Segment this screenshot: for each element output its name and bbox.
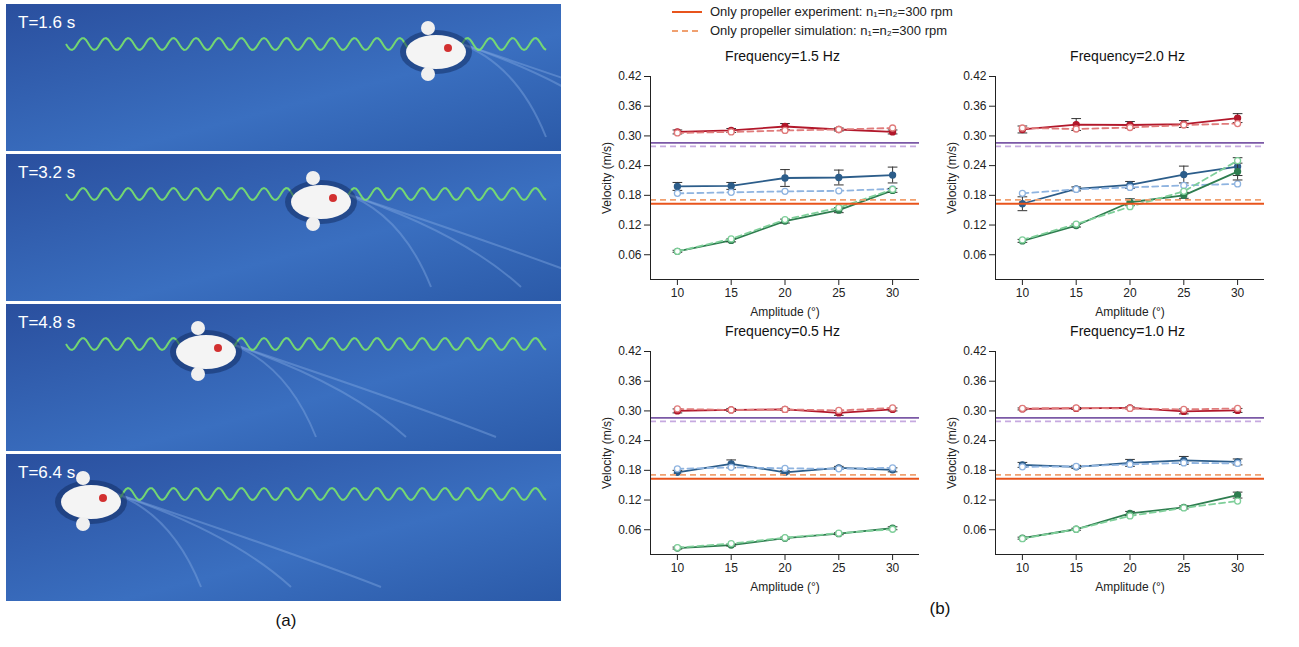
svg-text:0.36: 0.36 <box>618 374 642 388</box>
svg-text:0.42: 0.42 <box>963 344 987 358</box>
svg-text:0.18: 0.18 <box>963 463 987 477</box>
svg-text:0.18: 0.18 <box>618 188 642 202</box>
svg-text:0.42: 0.42 <box>618 69 642 83</box>
svg-text:0.30: 0.30 <box>963 129 987 143</box>
svg-text:25: 25 <box>832 561 846 575</box>
svg-text:10: 10 <box>671 286 685 300</box>
html-text:Frequency=1.5 Hz: Frequency=1.5 Hz <box>725 48 840 64</box>
svg-text:15: 15 <box>1070 561 1084 575</box>
html-text:(a): (a) <box>275 611 297 630</box>
svg-text:0.24: 0.24 <box>618 158 642 172</box>
svg-text:10: 10 <box>1016 561 1030 575</box>
svg-text:20: 20 <box>778 286 792 300</box>
html-text:Only propeller simulation: n₁=: Only propeller simulation: n₁=n₂=300 rpm <box>710 23 948 38</box>
svg-text:15: 15 <box>1070 286 1084 300</box>
svg-text:Amplitude (°): Amplitude (°) <box>1095 305 1165 319</box>
svg-text:0.06: 0.06 <box>618 523 642 537</box>
svg-text:0.18: 0.18 <box>963 188 987 202</box>
svg-text:25: 25 <box>1177 561 1191 575</box>
svg-text:0.06: 0.06 <box>963 523 987 537</box>
svg-text:30: 30 <box>886 286 900 300</box>
svg-text:0.36: 0.36 <box>963 374 987 388</box>
svg-text:30: 30 <box>886 561 900 575</box>
svg-text:T=3.2 s: T=3.2 s <box>18 163 75 182</box>
html-text:Only propeller experiment: n₁=: Only propeller experiment: n₁=n₂=300 rpm <box>710 4 953 19</box>
html-text:Frequency=1.0 Hz: Frequency=1.0 Hz <box>1070 323 1185 339</box>
svg-text:0.18: 0.18 <box>618 463 642 477</box>
svg-text:30: 30 <box>1231 561 1245 575</box>
svg-text:T=4.8 s: T=4.8 s <box>18 313 75 332</box>
svg-text:20: 20 <box>1123 561 1137 575</box>
svg-text:0.36: 0.36 <box>963 99 987 113</box>
svg-text:30: 30 <box>1231 286 1245 300</box>
svg-text:0.36: 0.36 <box>618 99 642 113</box>
svg-text:Amplitude (°): Amplitude (°) <box>1095 580 1165 594</box>
svg-text:Velocity (m/s): Velocity (m/s) <box>600 142 614 214</box>
html-text:Frequency=2.0 Hz: Frequency=2.0 Hz <box>1070 48 1185 64</box>
svg-text:Velocity (m/s): Velocity (m/s) <box>945 417 959 489</box>
svg-text:Amplitude (°): Amplitude (°) <box>750 580 820 594</box>
svg-text:0.24: 0.24 <box>618 433 642 447</box>
svg-text:0.12: 0.12 <box>963 493 987 507</box>
svg-text:0.30: 0.30 <box>963 404 987 418</box>
svg-text:25: 25 <box>1177 286 1191 300</box>
svg-text:Amplitude (°): Amplitude (°) <box>750 305 820 319</box>
svg-text:20: 20 <box>778 561 792 575</box>
svg-text:15: 15 <box>725 286 739 300</box>
svg-text:0.30: 0.30 <box>618 129 642 143</box>
svg-text:0.42: 0.42 <box>963 69 987 83</box>
svg-text:Velocity (m/s): Velocity (m/s) <box>600 417 614 489</box>
svg-text:10: 10 <box>671 561 685 575</box>
svg-text:25: 25 <box>832 286 846 300</box>
html-text:Frequency=0.5 Hz: Frequency=0.5 Hz <box>725 323 840 339</box>
svg-text:T=1.6 s: T=1.6 s <box>18 13 75 32</box>
svg-text:20: 20 <box>1123 286 1137 300</box>
svg-text:T=6.4 s: T=6.4 s <box>18 463 75 482</box>
svg-text:10: 10 <box>1016 286 1030 300</box>
svg-text:0.24: 0.24 <box>963 158 987 172</box>
svg-text:0.12: 0.12 <box>618 218 642 232</box>
svg-text:0.12: 0.12 <box>963 218 987 232</box>
svg-text:0.24: 0.24 <box>963 433 987 447</box>
html-text:(b): (b) <box>929 599 951 618</box>
svg-text:Velocity (m/s): Velocity (m/s) <box>945 142 959 214</box>
svg-text:0.42: 0.42 <box>618 344 642 358</box>
svg-text:0.06: 0.06 <box>618 248 642 262</box>
svg-text:0.06: 0.06 <box>963 248 987 262</box>
svg-text:0.30: 0.30 <box>618 404 642 418</box>
svg-text:15: 15 <box>725 561 739 575</box>
svg-text:0.12: 0.12 <box>618 493 642 507</box>
